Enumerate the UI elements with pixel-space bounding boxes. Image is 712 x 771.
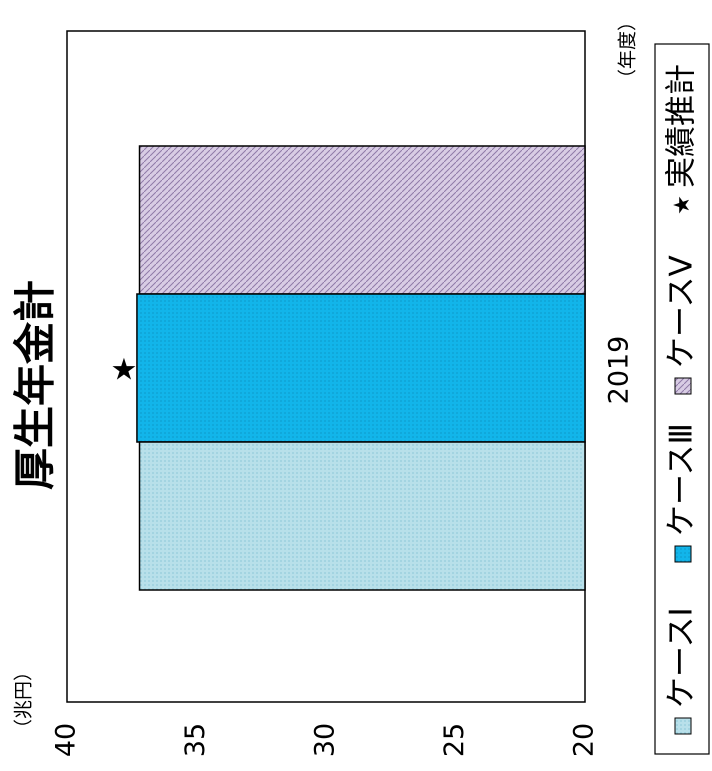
legend-swatch-case-iii [674,545,692,563]
legend-label-case-i: ケースⅠ [664,607,700,708]
legend-swatch-case-i [674,717,692,735]
y-tick-label: 30 [310,723,341,757]
legend-label-jisseki: 実績推計 [664,64,700,188]
y-tick-label: 20 [569,723,600,757]
bar-case-i [138,441,586,591]
y-unit-label: （兆円） [13,662,35,738]
y-tick-label: 40 [51,723,82,757]
legend-swatch-case-v [674,377,692,395]
legend-star-icon: ★ [670,195,695,215]
bar-case-v [138,145,586,295]
marker-jisseki-star: ★ [111,353,138,388]
legend-label-case-iii: ケースⅢ [664,423,700,536]
chart-title: 厚生年金計 [11,280,60,490]
x-category-label: 2019 [604,336,635,405]
y-tick-label: 35 [180,723,211,757]
y-tick-labels: 40 35 30 25 20 [51,723,600,757]
legend-label-case-v: ケースⅤ [664,255,700,368]
bar-case-iii [136,293,586,443]
x-unit-label: （年度） [617,12,639,88]
legend-frame [654,43,710,755]
bars-group [136,145,586,591]
legend: ケースⅠ ケースⅢ ケースⅤ ★ 実績推計 [654,43,710,755]
y-tick-label: 25 [439,723,470,757]
